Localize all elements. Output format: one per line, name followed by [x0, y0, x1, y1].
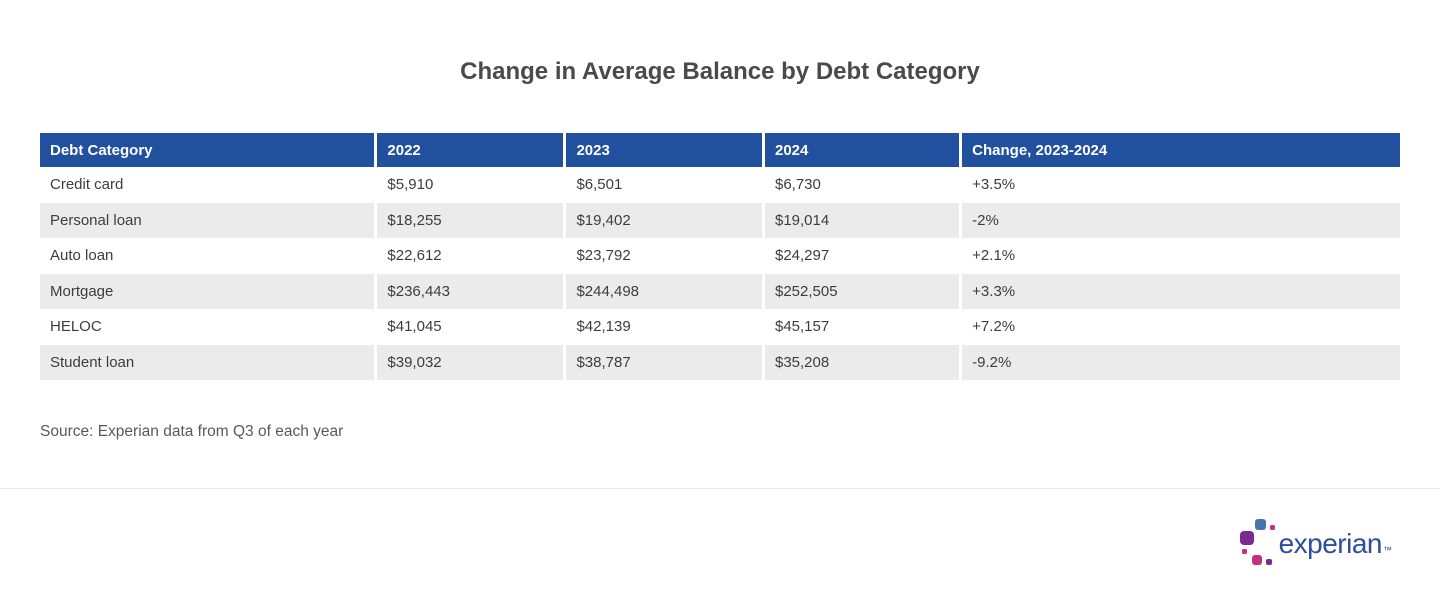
footer-divider [0, 488, 1440, 489]
row-value: $244,498 [564, 273, 765, 309]
experian-logo: experian ™ [1239, 515, 1392, 573]
experian-logo-icon [1239, 518, 1280, 570]
row-value: +7.2% [972, 318, 1016, 336]
row-value: $39,032 [375, 344, 567, 380]
row-value: $38,787 [564, 344, 765, 380]
source-note: Source: Experian data from Q3 of each ye… [40, 423, 344, 440]
row-value: $45,157 [763, 309, 963, 345]
logo-square-magenta-small [1241, 549, 1247, 554]
row-value: $236,443 [375, 273, 567, 309]
table-header-row: Debt Category 2022 2023 2024 Change, 2023-20… [40, 133, 1400, 167]
column-header: 2022 [375, 133, 567, 167]
table-row: Auto loan $22,612 $23,792 $24,297 +2.1% [40, 238, 1400, 274]
table-row: HELOC $41,045 $42,139 $45,157 +7.2% [40, 309, 1400, 345]
row-category: Mortgage [40, 273, 378, 309]
table-header: Debt Category 2022 2023 2024 Change, 2023-20… [40, 133, 1400, 167]
row-value: +2.1% [972, 247, 1016, 265]
footer: experian ™ [0, 515, 1440, 573]
table-body: Credit card $5,910 $6,501 $6,730 +3.5% Person… [40, 167, 1400, 380]
logo-square-blue-medium [1254, 519, 1266, 530]
logo-square-magenta-medium [1251, 555, 1262, 565]
row-value: -9.2% [960, 344, 1400, 380]
row-value: $6,501 [564, 167, 765, 203]
row-category: Student loan [40, 344, 378, 380]
row-value: $19,014 [763, 202, 963, 238]
column-header: Change, 2023-2024 [960, 133, 1400, 167]
trademark-symbol: ™ [1383, 545, 1392, 555]
row-category: HELOC [40, 309, 378, 345]
logo-square-purple-large [1239, 531, 1254, 545]
row-category: Credit card [40, 167, 378, 203]
row-value: +3.5% [972, 176, 1016, 194]
page-content: Change in Average Balance by Debt Catego… [0, 57, 1440, 442]
row-value: $6,730 [763, 167, 963, 203]
row-category: Personal loan [40, 202, 378, 238]
column-header: 2023 [564, 133, 765, 167]
experian-logo-text: experian [1278, 528, 1383, 559]
row-category: Auto loan [40, 238, 378, 274]
row-value: $24,297 [763, 238, 963, 274]
row-value: $18,255 [375, 202, 567, 238]
column-header: Debt Category [40, 133, 378, 167]
table-row: Mortgage $236,443 $244,498 $252,505 +3.3% [40, 273, 1400, 309]
table-row: Student loan $39,032 $38,787 $35,208 -9.2% [40, 344, 1400, 380]
page-title: Change in Average Balance by Debt Catego… [460, 58, 980, 85]
column-header: 2024 [763, 133, 963, 167]
row-value: $42,139 [564, 309, 765, 345]
row-value: $19,402 [564, 202, 765, 238]
logo-square-purple-small [1265, 559, 1272, 565]
row-value: $41,045 [375, 309, 567, 345]
balance-table: Debt Category 2022 2023 2024 Change, 2023-20… [40, 133, 1400, 380]
row-value: $22,612 [375, 238, 567, 274]
table-row: Credit card $5,910 $6,501 $6,730 +3.5% [40, 167, 1400, 203]
table-row: Personal loan $18,255 $19,402 $19,014 -2% [40, 202, 1400, 238]
row-value: +3.3% [960, 273, 1400, 309]
row-value: -2% [960, 202, 1400, 238]
row-value: $23,792 [564, 238, 765, 274]
logo-square-magenta-small [1269, 525, 1275, 530]
row-value: $252,505 [763, 273, 963, 309]
row-value: $5,910 [375, 167, 567, 203]
row-value: $35,208 [763, 344, 963, 380]
